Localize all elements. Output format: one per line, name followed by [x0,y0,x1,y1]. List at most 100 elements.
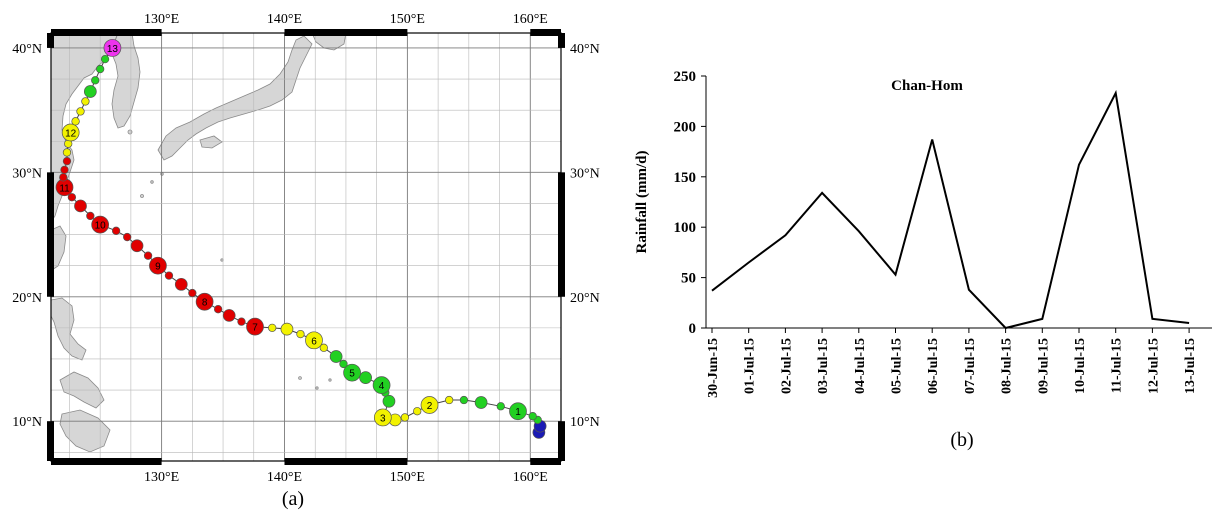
track-point [222,309,236,322]
track-point [83,85,97,98]
track-point [62,148,72,157]
island [140,194,144,198]
lat-label-left: 20°N [12,291,42,306]
y-tick-label: 250 [674,69,697,85]
lon-label-bottom: 150°E [390,470,425,485]
track-point [445,395,454,405]
track-point [91,76,100,85]
track-point [76,107,85,116]
track-point [91,215,110,234]
x-tick-label: 11-Jul-15 [1110,338,1125,393]
lon-label-bottom: 130°E [144,470,179,485]
frame-bar-right [558,33,565,48]
island [150,180,154,184]
korea-land [111,32,141,129]
track-point [459,395,469,405]
frame-bar-left [47,33,54,48]
track-point [213,305,223,314]
track-point [343,363,361,382]
track-map: 130°E 130°E 140°E 140°E 150°E 150°E 160°E 160°E… [12,12,599,510]
track-point [71,117,80,126]
frame-bar-left [47,421,54,461]
track-day-label: 13 [107,44,119,55]
track-point [280,322,294,336]
y-tick-label: 150 [674,170,697,186]
track-point [96,64,105,74]
x-tick-label: 30-Jun-15 [706,338,721,398]
track-point [195,292,214,311]
track-point [373,408,392,427]
track-point [111,226,121,235]
track-day-label: 7 [252,323,258,334]
china-land [50,32,119,224]
track-point [359,371,372,384]
track-point [420,396,439,414]
map-axis-labels: 130°E 130°E 140°E 140°E 150°E 150°E 160°E 160°E… [12,12,599,485]
mindanao-land [59,409,111,453]
track-point [86,211,95,221]
track-point [246,317,264,336]
island [315,386,319,390]
x-tick-label: 12-Jul-15 [1146,338,1161,394]
caption-a: (a) [282,488,304,510]
lon-label-top: 160°E [513,12,548,27]
map-frame-bars [47,29,565,465]
track-point [130,239,144,253]
japan-land [157,35,313,161]
lat-label-right: 40°N [570,42,600,57]
chart-axes: 0 50 100 150 200 250 30-Jun-15 01-Jul-15 02-Jul-… [674,69,1212,398]
x-tick-label: 07-Jul-15 [963,338,978,394]
track-point [149,256,167,275]
island [328,378,332,382]
luzon-land [50,297,87,361]
track-point [237,317,246,326]
x-tick-label: 01-Jul-15 [743,338,758,394]
track-point [174,277,188,291]
lat-label-left: 30°N [12,166,42,181]
frame-bar-right [558,421,565,461]
track-point [400,413,410,422]
y-axis-label: Rainfall (mm/d) [634,151,650,254]
chart-title: Chan-Hom [891,78,963,94]
x-tick-label: 05-Jul-15 [890,338,905,394]
track-day-label: 3 [380,413,386,424]
track-day-label: 2 [427,401,433,412]
track-point [81,97,90,106]
track-day-label: 8 [202,298,208,309]
frame-bar-top [284,29,408,36]
x-tick-label: 03-Jul-15 [816,338,831,394]
track-point [67,193,77,202]
rainfall-chart: 0 50 100 150 200 250 30-Jun-15 01-Jul-15 02-Jul-… [634,69,1212,451]
x-tick-label: 06-Jul-15 [926,338,941,394]
frame-bar-bottom [51,458,162,465]
track-point [143,251,153,260]
frame-bar-bottom [530,458,561,465]
track-day-label: 6 [311,336,317,347]
lon-label-bottom: 160°E [513,470,548,485]
track-point [62,157,72,166]
track-day-label: 5 [349,369,355,380]
track-day-label: 9 [155,262,161,273]
x-tick-label: 08-Jul-15 [1000,338,1015,394]
caption-b: (b) [950,429,973,451]
y-tick-label: 100 [674,220,697,236]
lat-label-left: 10°N [12,415,42,430]
frame-bar-left [47,172,54,297]
track-point [319,343,328,352]
track-point [60,165,69,175]
land-masses [50,32,347,453]
frame-bar-bottom [284,458,408,465]
frame-bar-right [558,172,565,297]
lon-label-top: 150°E [390,12,425,27]
track-point [100,54,110,64]
track-point [382,394,396,408]
track-day-label: 1 [515,407,521,418]
x-tick-label: 13-Jul-15 [1183,338,1198,394]
y-tick-label: 50 [681,271,696,287]
lon-label-bottom: 140°E [267,470,302,485]
x-tick-label: 04-Jul-15 [853,338,868,394]
shikoku-land [199,135,223,149]
track-point [339,359,348,369]
track-day-label: 4 [379,381,385,392]
